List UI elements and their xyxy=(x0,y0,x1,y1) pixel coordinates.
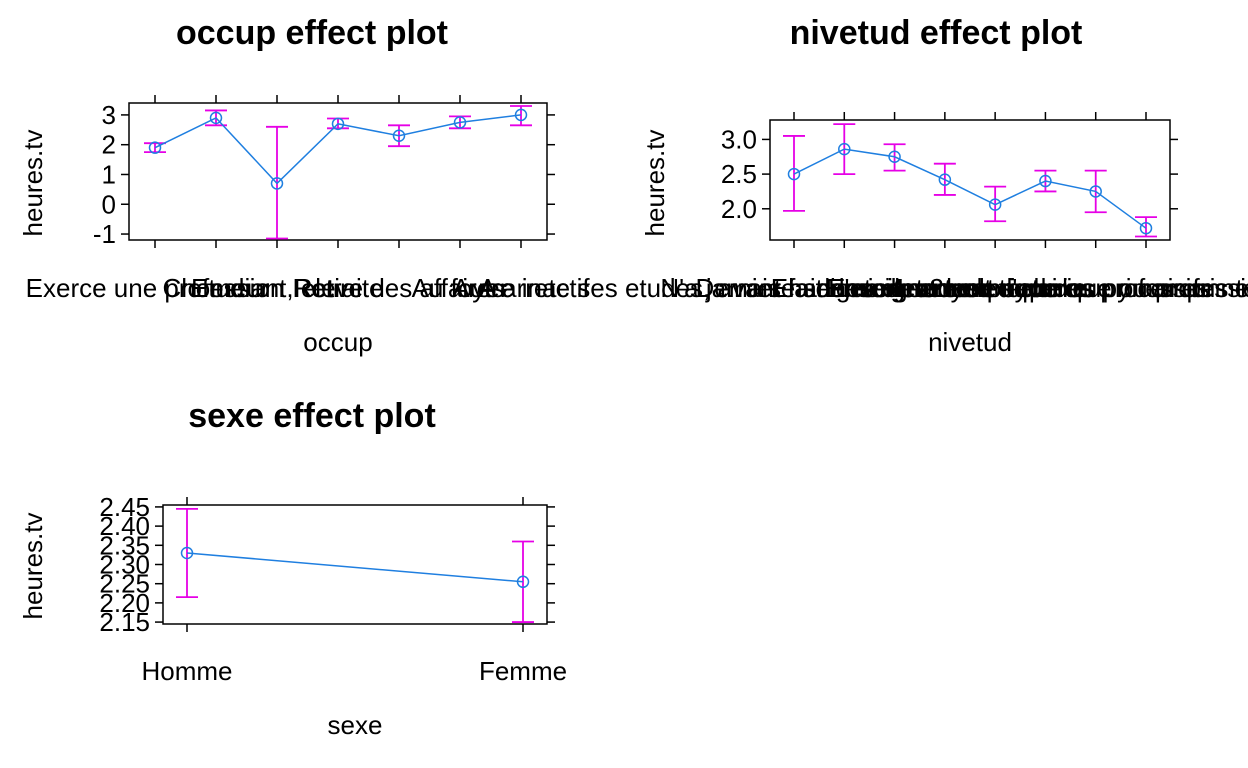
x-tick-label: Autre inactif xyxy=(452,273,590,303)
y-axis-label: heures.tv xyxy=(18,130,48,237)
effect-point xyxy=(1139,221,1153,235)
effect-point xyxy=(514,108,528,122)
y-axis-label: heures.tv xyxy=(18,513,48,620)
y-tick-label: 3.0 xyxy=(721,124,757,154)
x-axis-label: sexe xyxy=(328,710,383,740)
x-tick-label: Enseignement technique ou professionnel … xyxy=(771,273,1248,303)
y-tick-label: 2.15 xyxy=(99,607,150,637)
y-tick-label: 2.5 xyxy=(721,159,757,189)
x-tick-label: N'a jamais fait d'etudes xyxy=(660,273,927,303)
effect-line xyxy=(154,114,522,185)
y-axis-label: heures.tv xyxy=(640,130,670,237)
x-axis-label: nivetud xyxy=(928,327,1012,357)
nivetud-effect-panel: nivetud effect plot nivetud heures.tv N'… xyxy=(479,14,1248,357)
effect-line xyxy=(186,552,524,583)
x-tick-label: A arrete ses etudes, avant la derniere a… xyxy=(479,273,1210,303)
x-tick-label: 1er cycle xyxy=(893,273,997,303)
x-tick-label: Femme xyxy=(479,656,567,686)
plot-frame xyxy=(769,119,1171,241)
y-tick-label: 2.0 xyxy=(721,194,757,224)
y-tick-label: 1 xyxy=(102,159,116,189)
effect-point xyxy=(988,198,1002,211)
effect-point xyxy=(392,129,406,143)
chart-title: occup effect plot xyxy=(176,14,448,52)
y-tick-label: -1 xyxy=(93,219,116,249)
x-tick-label: Homme xyxy=(141,656,232,686)
x-tick-label: Exerce une profession xyxy=(26,273,285,303)
y-tick-label: 2.30 xyxy=(99,550,150,580)
effect-point xyxy=(1089,185,1102,198)
y-tick-label: 3 xyxy=(102,100,116,130)
x-axis-label: occup xyxy=(303,327,372,357)
y-tick-label: 2.20 xyxy=(99,588,150,618)
effect-point xyxy=(888,150,901,164)
sexe-effect-panel: sexe effect plot sexe heures.tv Homme Fem… xyxy=(18,397,567,740)
effect-point xyxy=(1039,174,1052,188)
effect-point xyxy=(787,167,801,181)
effect-point xyxy=(180,546,194,560)
y-tick-label: 2.25 xyxy=(99,569,150,599)
effect-point xyxy=(331,117,345,131)
y-tick-label: 2.40 xyxy=(99,511,150,541)
effect-point xyxy=(270,177,284,190)
y-tick-label: 2.45 xyxy=(99,492,150,522)
x-tick-label: 2eme cycle xyxy=(929,273,1061,303)
effect-point xyxy=(209,111,223,125)
x-tick-label: Derniere annee d'etudes primaires xyxy=(696,273,1094,303)
chart-title: sexe effect plot xyxy=(188,397,436,435)
effect-point xyxy=(938,173,952,186)
x-tick-label: Etudiant, eleve xyxy=(191,273,363,303)
x-tick-label: Au foyer xyxy=(412,273,509,303)
x-tick-label: Retire des affaires xyxy=(294,273,505,303)
occup-effect-panel: occup effect plot occup heures.tv Exerce… xyxy=(18,14,590,357)
effect-point xyxy=(838,142,851,156)
effect-line xyxy=(793,148,1147,229)
effect-point xyxy=(453,116,467,129)
x-tick-label: Retraite xyxy=(292,273,383,303)
effect-point xyxy=(148,141,162,154)
chart-title: nivetud effect plot xyxy=(790,14,1083,52)
y-tick-label: 0 xyxy=(102,189,116,219)
y-tick-label: 2 xyxy=(102,130,116,160)
x-tick-label: Enseignement technique ou professionnel … xyxy=(825,273,1248,303)
y-tick-label: 2.35 xyxy=(99,530,150,560)
x-tick-label: Enseignement superieur y compris techniq… xyxy=(828,273,1248,303)
effect-point xyxy=(516,575,530,589)
plot-frame xyxy=(162,504,548,625)
x-tick-label: Chomeur xyxy=(163,273,270,303)
